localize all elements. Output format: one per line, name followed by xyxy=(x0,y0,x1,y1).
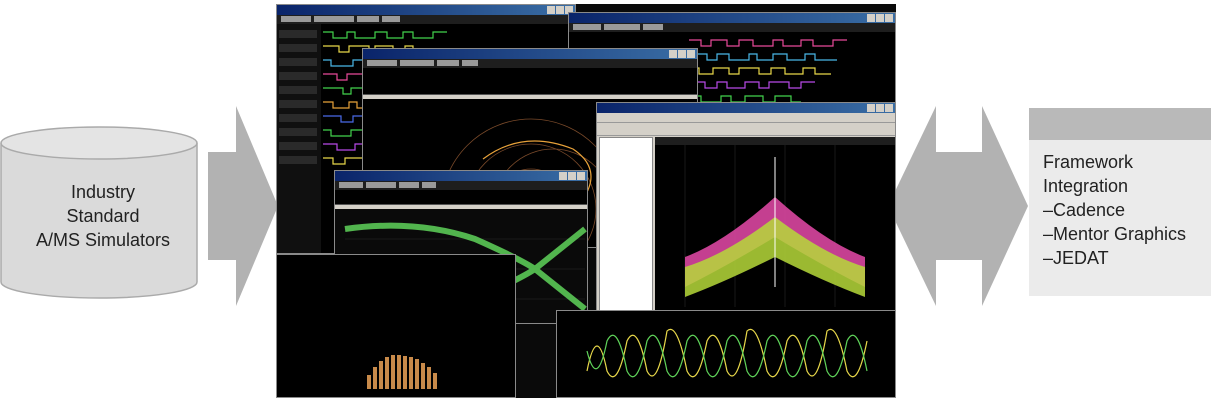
database-cylinder-icon xyxy=(0,126,198,299)
histogram-window xyxy=(276,254,516,398)
framework-box-header xyxy=(1029,108,1211,140)
window-toolbar xyxy=(335,181,587,190)
window-toolbar xyxy=(569,23,895,32)
window-titlebar xyxy=(569,13,895,23)
cursor-readout-panel xyxy=(363,68,697,95)
double-arrow-icon xyxy=(888,106,1028,306)
window-titlebar xyxy=(597,103,895,113)
simulators-label: Industry Standard A/MS Simulators xyxy=(0,180,206,252)
window-titlebar xyxy=(363,49,697,59)
simulators-line-1: Industry xyxy=(70,182,136,202)
window-toolbar xyxy=(277,15,575,24)
waveform-viewer-screenshot xyxy=(276,4,896,398)
simulators-line-2: Standard xyxy=(66,206,140,226)
spectrum-plot xyxy=(655,137,895,315)
framework-line-5: –JEDAT xyxy=(1043,248,1109,268)
histogram-plot xyxy=(277,255,515,397)
window-titlebar xyxy=(335,171,587,181)
framework-label: Framework Integration –Cadence –Mentor G… xyxy=(1043,150,1186,270)
framework-line-4: –Mentor Graphics xyxy=(1043,224,1187,244)
simulators-line-3: A/MS Simulators xyxy=(35,230,171,250)
window-scrollbar[interactable] xyxy=(335,205,587,209)
analog-waveform-window xyxy=(556,310,896,398)
window-scrollbar[interactable] xyxy=(363,95,697,99)
framework-line-1: Framework xyxy=(1043,152,1134,172)
menu-bar[interactable] xyxy=(597,113,895,123)
icon-toolbar[interactable] xyxy=(597,123,895,136)
window-toolbar xyxy=(363,59,697,68)
analog-waveform-plot xyxy=(557,311,895,397)
window-titlebar xyxy=(277,5,575,15)
arrow-right-icon xyxy=(208,106,278,306)
signal-tree-panel[interactable] xyxy=(599,137,653,317)
framework-line-2: Integration xyxy=(1043,176,1129,196)
cursor-readout-panel xyxy=(335,190,587,205)
spectrum-window xyxy=(596,102,896,318)
framework-line-3: –Cadence xyxy=(1043,200,1126,220)
